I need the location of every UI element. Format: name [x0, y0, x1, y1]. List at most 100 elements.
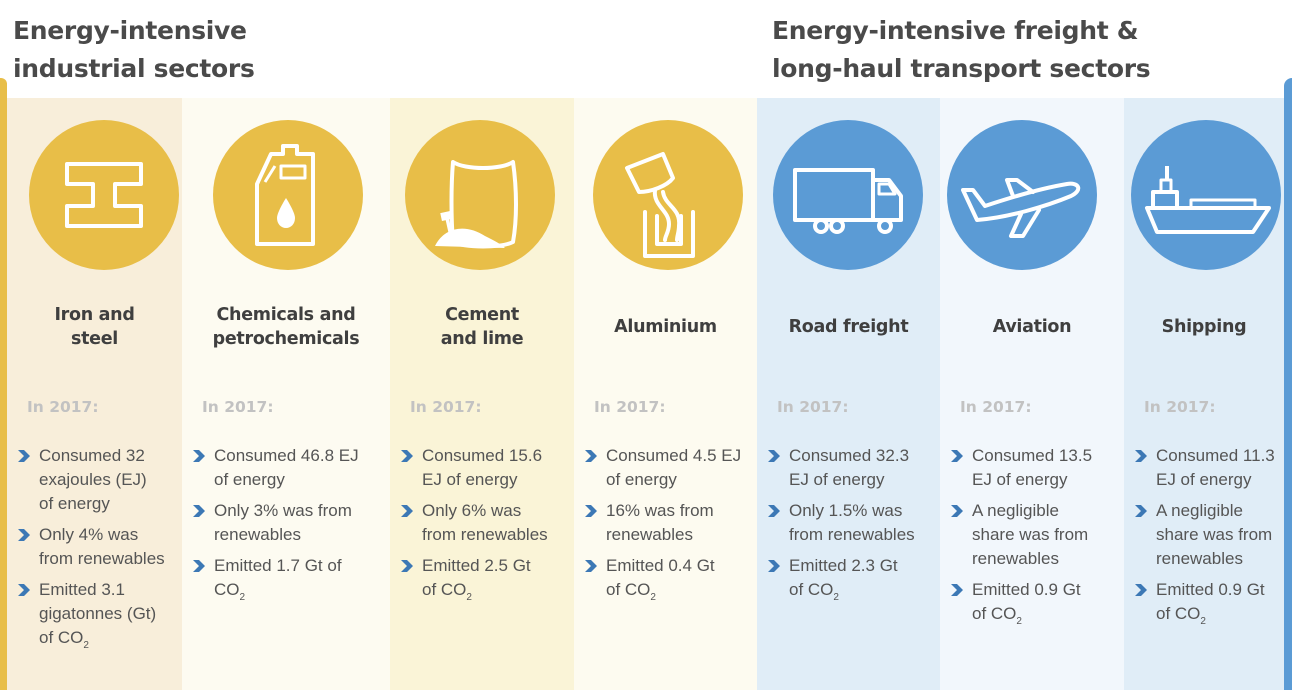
year-label: In 2017: — [202, 398, 274, 416]
fact-item: Consumed 11.3 EJ of energy — [1134, 444, 1275, 492]
sector-name: Iron and steel — [7, 296, 182, 358]
fact-line: Emitted 0.9 Gt — [1156, 580, 1265, 599]
fact-line: renewables — [1156, 549, 1243, 568]
fact-item: Consumed 32 exajoules (EJ) of energy — [17, 444, 165, 516]
arrow-right-icon — [584, 560, 598, 572]
sector-name: Aviation — [940, 296, 1124, 358]
sector-facts: Consumed 4.5 EJ of energy 16% was from r… — [584, 444, 741, 609]
sector-name-line: Road freight — [788, 317, 909, 337]
fact-line: from renewables — [789, 525, 915, 544]
fact-line: of CO — [606, 580, 651, 599]
arrow-right-icon — [400, 450, 414, 462]
transport-edge-accent — [1284, 78, 1292, 690]
fact-line: Consumed 15.6 — [422, 446, 543, 465]
arrow-right-icon — [1134, 584, 1148, 596]
fact-line: EJ of energy — [1156, 470, 1252, 489]
sector-name: Chemicals and petrochemicals — [182, 296, 390, 358]
fact-item: Only 4% was from renewables — [17, 523, 165, 571]
fact-line: of energy — [214, 470, 285, 489]
fact-line: share was from — [1156, 525, 1273, 544]
fact-line: from renewables — [422, 525, 548, 544]
sector-column-chemicals: Chemicals and petrochemicals In 2017: Co… — [182, 98, 390, 690]
sector-name-line: petrochemicals — [212, 329, 360, 349]
ship-icon — [1131, 120, 1281, 270]
arrow-right-icon — [192, 450, 206, 462]
sector-column-aviation: Aviation In 2017: Consumed 13.5 EJ of en… — [940, 98, 1124, 690]
arrow-right-icon — [767, 505, 781, 517]
subscript: 2 — [466, 592, 472, 603]
arrow-right-icon — [950, 505, 964, 517]
fact-line: Emitted 1.7 Gt of — [214, 556, 342, 575]
arrow-right-icon — [192, 560, 206, 572]
fact-item: Emitted 2.5 Gt of CO2 — [400, 554, 548, 603]
industrial-edge-accent — [0, 78, 7, 690]
fact-line: of CO — [422, 580, 467, 599]
fact-item: A negligible share was from renewables — [950, 499, 1092, 571]
fact-line: Consumed 32 — [39, 446, 145, 465]
fact-line: EJ of energy — [789, 470, 885, 489]
fact-item: Emitted 1.7 Gt of CO2 — [192, 554, 359, 603]
steel-beam-icon — [29, 120, 179, 270]
sector-name-line: Cement — [445, 305, 519, 325]
sector-facts: Consumed 13.5 EJ of energy A negligible … — [950, 444, 1092, 633]
fact-item: Consumed 4.5 EJ of energy — [584, 444, 741, 492]
canister-droplet-icon — [213, 120, 363, 270]
fact-item: Consumed 32.3 EJ of energy — [767, 444, 915, 492]
sector-name: Shipping — [1124, 296, 1284, 358]
cement-bag-icon — [405, 120, 555, 270]
fact-line: Emitted 0.9 Gt — [972, 580, 1081, 599]
fact-line: of energy — [39, 494, 110, 513]
fact-line: Consumed 4.5 EJ — [606, 446, 742, 465]
fact-item: Only 1.5% was from renewables — [767, 499, 915, 547]
sector-name-line: Aviation — [992, 317, 1072, 337]
fact-line: EJ of energy — [422, 470, 518, 489]
fact-item: A negligible share was from renewables — [1134, 499, 1275, 571]
subscript: 2 — [650, 592, 656, 603]
fact-line: share was from — [972, 525, 1089, 544]
year-label: In 2017: — [594, 398, 666, 416]
fact-line: EJ of energy — [972, 470, 1068, 489]
fact-line: gigatonnes (Gt) — [39, 604, 157, 623]
arrow-right-icon — [767, 560, 781, 572]
fact-item: Consumed 46.8 EJ of energy — [192, 444, 359, 492]
fact-item: 16% was from renewables — [584, 499, 741, 547]
arrow-right-icon — [584, 505, 598, 517]
sector-name-line: Aluminium — [614, 317, 717, 337]
year-label: In 2017: — [27, 398, 99, 416]
fact-line: CO — [214, 580, 240, 599]
fact-line: 16% was from — [606, 501, 714, 520]
sector-column-aluminium: Aluminium In 2017: Consumed 4.5 EJ of en… — [574, 98, 757, 690]
arrow-right-icon — [1134, 505, 1148, 517]
sector-name-line: and lime — [440, 329, 524, 349]
fact-line: of CO — [1156, 604, 1201, 623]
industrial-sectors-heading: Energy-intensive industrial sectors — [13, 12, 255, 88]
fact-line: Consumed 13.5 — [972, 446, 1093, 465]
fact-line: renewables — [606, 525, 693, 544]
sector-column-iron-steel: Iron and steel In 2017: Consumed 32 exaj… — [7, 98, 182, 690]
arrow-right-icon — [400, 505, 414, 517]
subscript: 2 — [833, 592, 839, 603]
sector-column-road-freight: Road freight In 2017: Consumed 32.3 EJ o… — [757, 98, 940, 690]
fact-line: Emitted 0.4 Gt — [606, 556, 715, 575]
arrow-right-icon — [192, 505, 206, 517]
arrow-right-icon — [17, 584, 31, 596]
fact-item: Emitted 0.4 Gt of CO2 — [584, 554, 741, 603]
year-label: In 2017: — [1144, 398, 1216, 416]
fact-line: Only 3% was from — [214, 501, 352, 520]
fact-line: A negligible — [972, 501, 1059, 520]
sector-facts: Consumed 32 exajoules (EJ) of energy Onl… — [17, 444, 165, 657]
fact-item: Only 6% was from renewables — [400, 499, 548, 547]
fact-line: of CO — [972, 604, 1017, 623]
sector-name: Aluminium — [574, 296, 757, 358]
fact-line: exajoules (EJ) — [39, 470, 147, 489]
fact-item: Only 3% was from renewables — [192, 499, 359, 547]
subscript: 2 — [1016, 616, 1022, 627]
fact-line: of CO — [39, 628, 84, 647]
sector-facts: Consumed 32.3 EJ of energy Only 1.5% was… — [767, 444, 915, 609]
fact-item: Emitted 3.1 gigatonnes (Gt) of CO2 — [17, 578, 165, 651]
fact-line: A negligible — [1156, 501, 1243, 520]
arrow-right-icon — [17, 450, 31, 462]
heading-line: industrial sectors — [13, 54, 255, 83]
pouring-crucible-icon — [593, 120, 743, 270]
arrow-right-icon — [400, 560, 414, 572]
